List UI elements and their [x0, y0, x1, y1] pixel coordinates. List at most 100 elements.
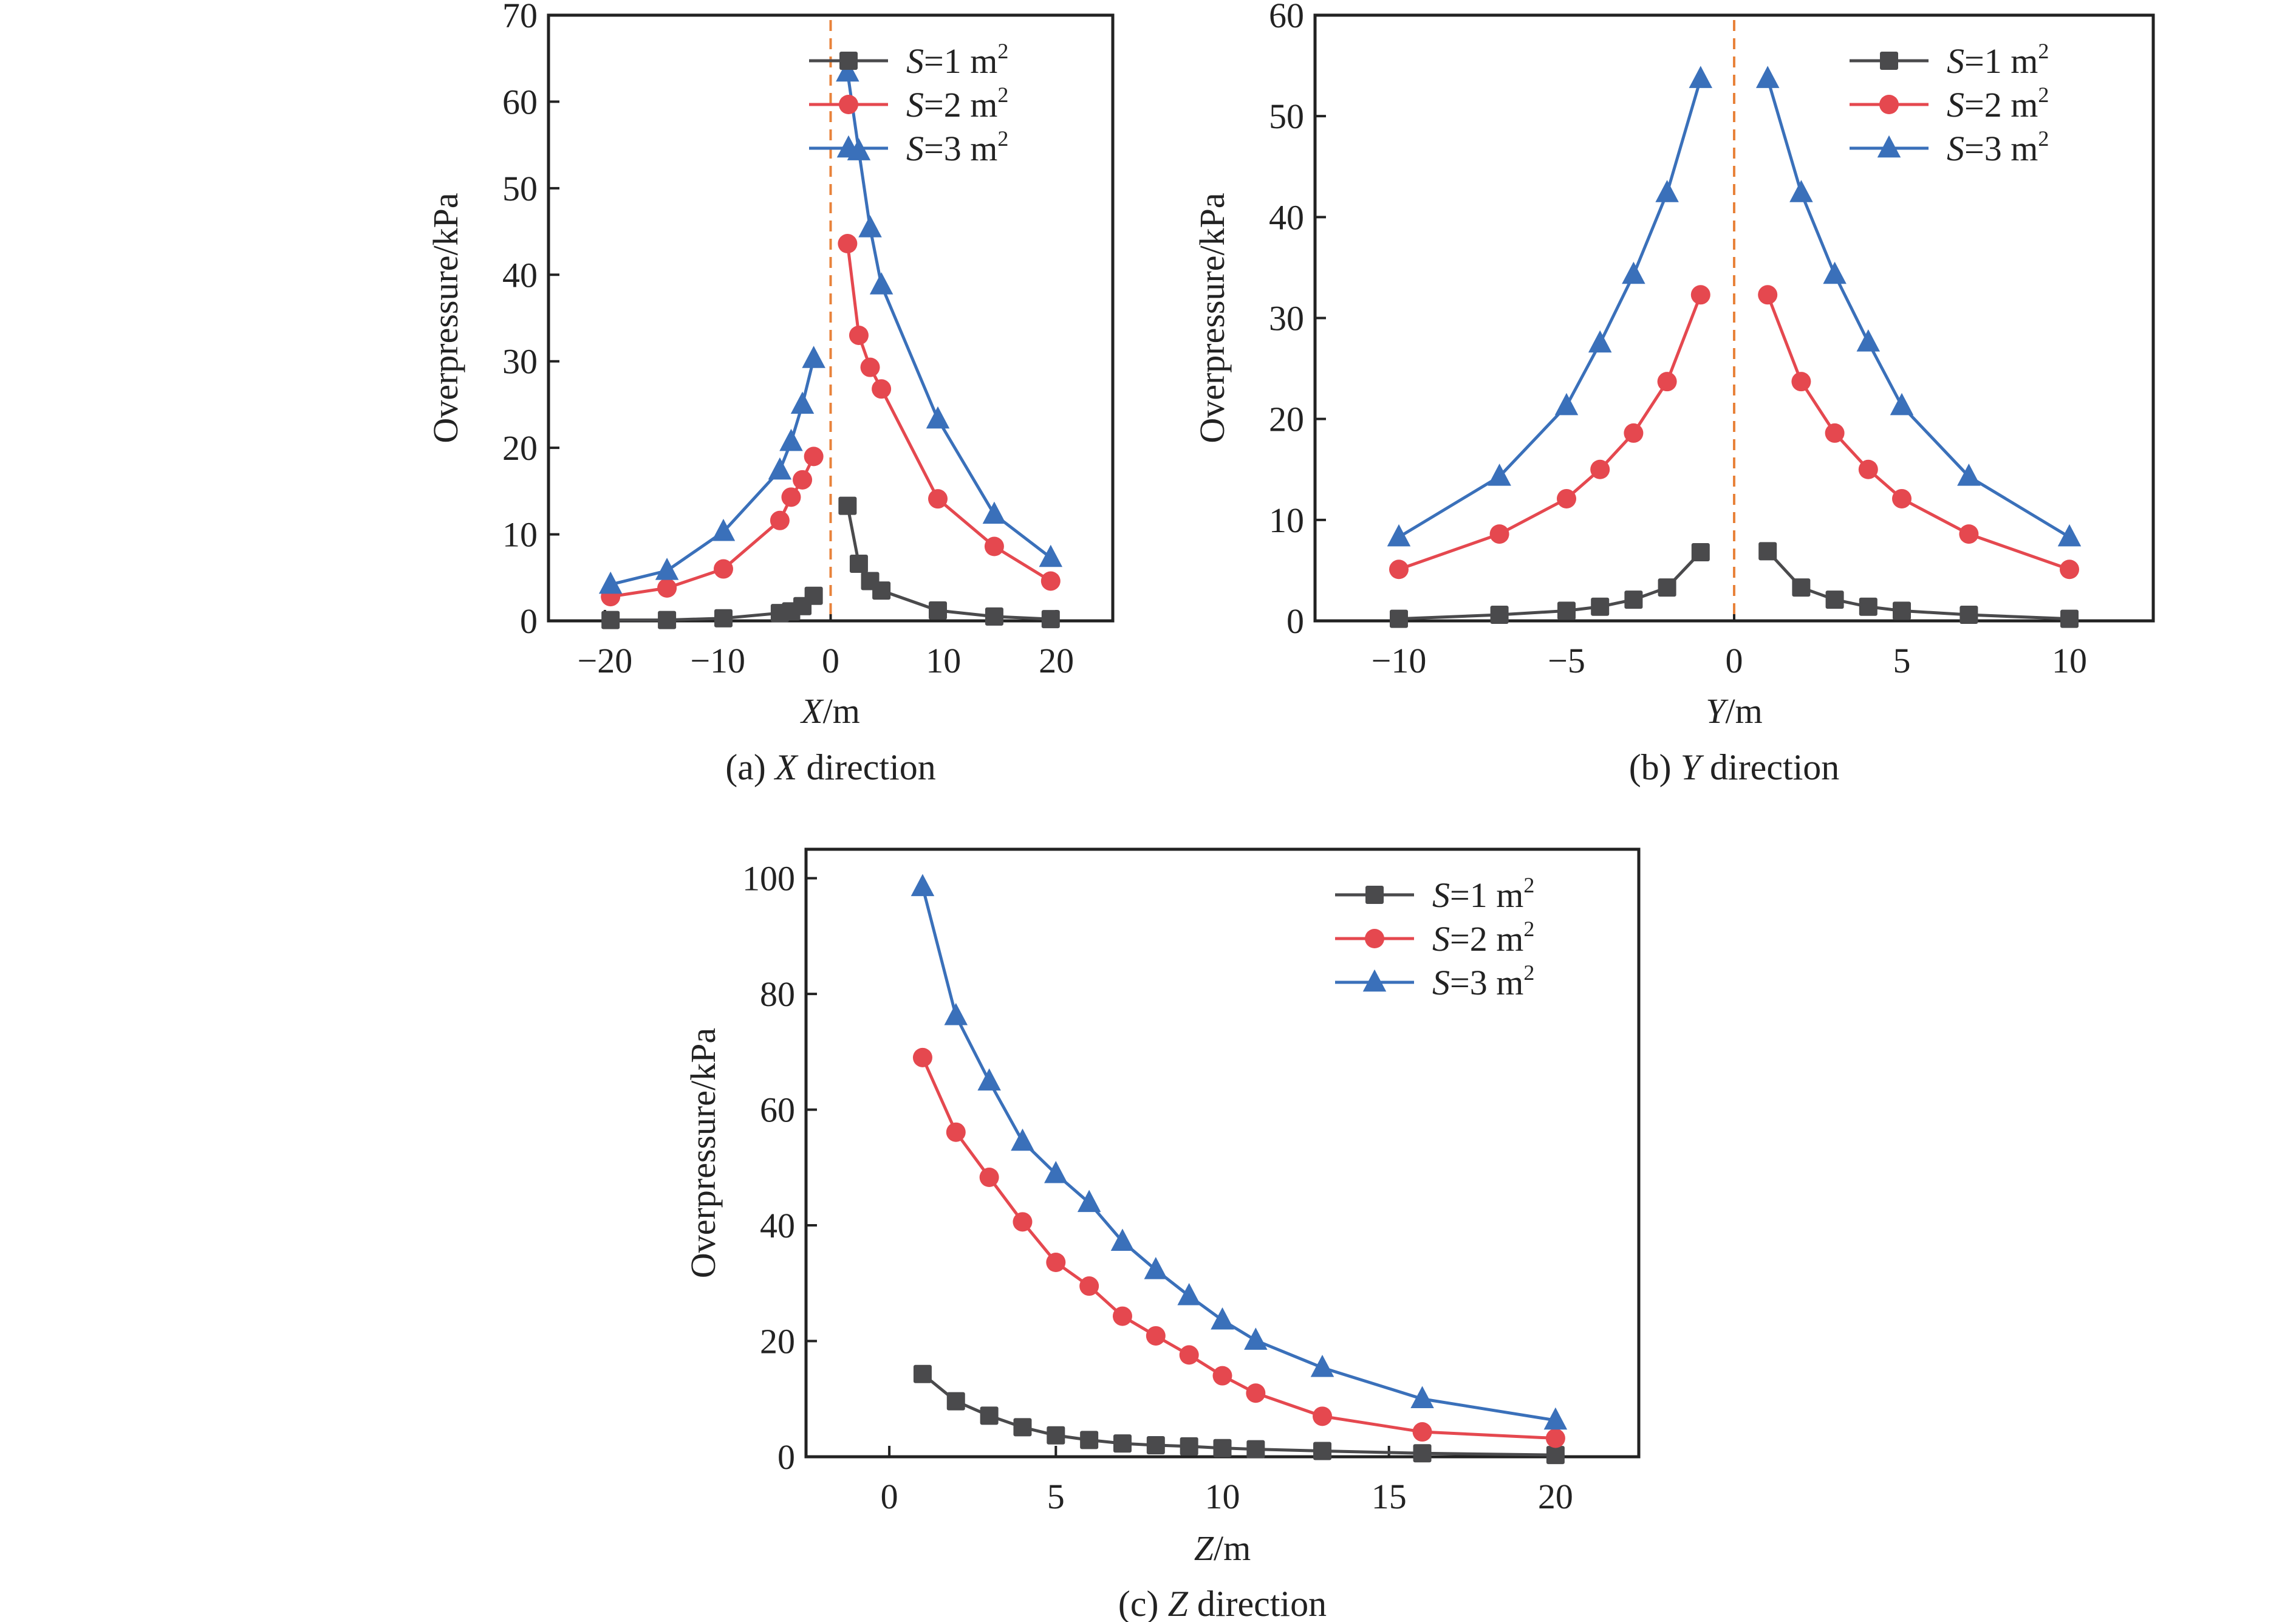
- series-2: [1389, 285, 2079, 580]
- legend-rest: =1 m: [924, 41, 997, 81]
- legend-rest: =3 m: [924, 129, 997, 168]
- legend-marker-square: [839, 52, 858, 70]
- data-point-triangle: [1588, 330, 1612, 353]
- data-point-square: [714, 609, 733, 628]
- data-point-square: [980, 1406, 999, 1425]
- legend-sup: 2: [2038, 83, 2049, 107]
- legend-marker-square: [1880, 52, 1898, 70]
- data-point-triangle: [802, 346, 825, 368]
- x-tick-label: 0: [822, 641, 839, 680]
- data-point-triangle: [711, 519, 736, 541]
- y-tick-label: 40: [502, 255, 538, 295]
- x-tick-label: 0: [1726, 641, 1743, 680]
- legend-item-1: S=1 m2: [1850, 39, 2049, 81]
- data-point-square: [1792, 578, 1811, 597]
- legend-item-1: S=1 m2: [1335, 873, 1534, 915]
- data-point-square: [1490, 606, 1509, 625]
- data-point-circle: [1046, 1253, 1066, 1272]
- data-point-square: [1313, 1442, 1332, 1460]
- x-axis-label: Z/m: [1194, 1528, 1251, 1568]
- series-3: [598, 59, 1063, 594]
- data-point-square: [1213, 1439, 1232, 1457]
- legend-sup: 2: [1523, 917, 1534, 941]
- data-point-square: [1591, 597, 1610, 616]
- data-point-square: [946, 1392, 965, 1411]
- y-tick-label: 40: [760, 1206, 795, 1245]
- y-tick-label: 30: [502, 342, 538, 382]
- data-point-triangle: [1488, 464, 1511, 486]
- legend-label: S=2 m2: [1947, 83, 2049, 125]
- caption-var: X: [774, 747, 799, 787]
- data-point-square: [1013, 1418, 1032, 1437]
- data-point-triangle: [1387, 524, 1411, 547]
- data-point-triangle: [1310, 1355, 1334, 1377]
- legend-var: S: [1947, 41, 1964, 81]
- legend-var: S: [906, 85, 924, 125]
- y-axis-label: Overpressure/kPa: [426, 193, 465, 443]
- x-axis-label: Y/m: [1706, 691, 1763, 731]
- data-point-circle: [1892, 488, 1912, 508]
- legend-rest: =1 m: [1450, 875, 1523, 915]
- data-point-circle: [781, 487, 801, 507]
- data-point-triangle: [1622, 261, 1645, 284]
- legend-var: S: [1432, 963, 1450, 1002]
- x-tick-label: 0: [881, 1477, 898, 1516]
- data-point-triangle: [836, 59, 859, 82]
- data-point-circle: [1590, 459, 1610, 479]
- data-point-circle: [1959, 524, 1979, 544]
- legend-label: S=1 m2: [1432, 873, 1534, 915]
- data-point-triangle: [1077, 1189, 1101, 1213]
- data-point-circle: [1013, 1212, 1033, 1232]
- data-point-circle: [849, 325, 869, 345]
- data-point-circle: [979, 1168, 999, 1187]
- data-point-circle: [1489, 524, 1509, 544]
- data-point-triangle: [1177, 1282, 1201, 1305]
- legend-sup: 2: [997, 83, 1008, 107]
- series-2: [912, 1047, 1565, 1448]
- legend-item-3: S=3 m2: [1850, 126, 2049, 168]
- y-tick-label: 40: [1269, 197, 1304, 237]
- data-point-triangle: [655, 558, 679, 580]
- caption-prefix: (c): [1118, 1584, 1168, 1622]
- data-point-square: [913, 1364, 932, 1383]
- legend-label: S=3 m2: [1432, 960, 1534, 1002]
- series-line: [1398, 78, 1703, 539]
- chart-caption: (b) Y direction: [1629, 747, 1840, 787]
- data-point-square: [1893, 601, 1911, 620]
- data-point-triangle: [1244, 1327, 1268, 1350]
- data-point-square: [1080, 1431, 1099, 1449]
- legend-item-3: S=3 m2: [1335, 960, 1534, 1002]
- legend-label: S=2 m2: [906, 83, 1008, 125]
- data-point-circle: [793, 470, 813, 490]
- caption-suffix: direction: [1188, 1584, 1327, 1622]
- data-point-square: [1825, 590, 1844, 609]
- legend-rest: =2 m: [1964, 85, 2038, 125]
- legend-label: S=1 m2: [906, 39, 1008, 81]
- data-point-triangle: [1957, 464, 1981, 486]
- data-point-circle: [1690, 285, 1710, 305]
- data-point-triangle: [790, 391, 815, 414]
- legend-var: S: [1947, 85, 1964, 125]
- series-line: [921, 1372, 1556, 1457]
- legend-marker-circle: [1365, 929, 1384, 948]
- x-axis-label-var: Z: [1194, 1528, 1214, 1568]
- data-point-circle: [1412, 1422, 1432, 1442]
- data-point-triangle: [982, 501, 1006, 524]
- data-point-circle: [713, 559, 733, 579]
- data-point-triangle: [779, 428, 803, 451]
- data-point-circle: [984, 536, 1004, 556]
- data-point-square: [1180, 1437, 1198, 1456]
- data-point-triangle: [1039, 544, 1063, 567]
- legend-rest: =2 m: [924, 85, 997, 125]
- legend-sup: 2: [1523, 960, 1534, 985]
- y-tick-label: 20: [502, 428, 538, 468]
- y-tick-label: 10: [1269, 501, 1304, 540]
- data-point-circle: [2060, 559, 2079, 580]
- series-line: [921, 1056, 1556, 1440]
- x-tick-label: 10: [1205, 1477, 1240, 1516]
- data-point-square: [1246, 1440, 1265, 1459]
- data-point-square: [658, 611, 677, 629]
- data-point-circle: [1179, 1345, 1199, 1365]
- y-tick-label: 20: [760, 1322, 795, 1361]
- x-tick-label: −5: [1548, 641, 1585, 680]
